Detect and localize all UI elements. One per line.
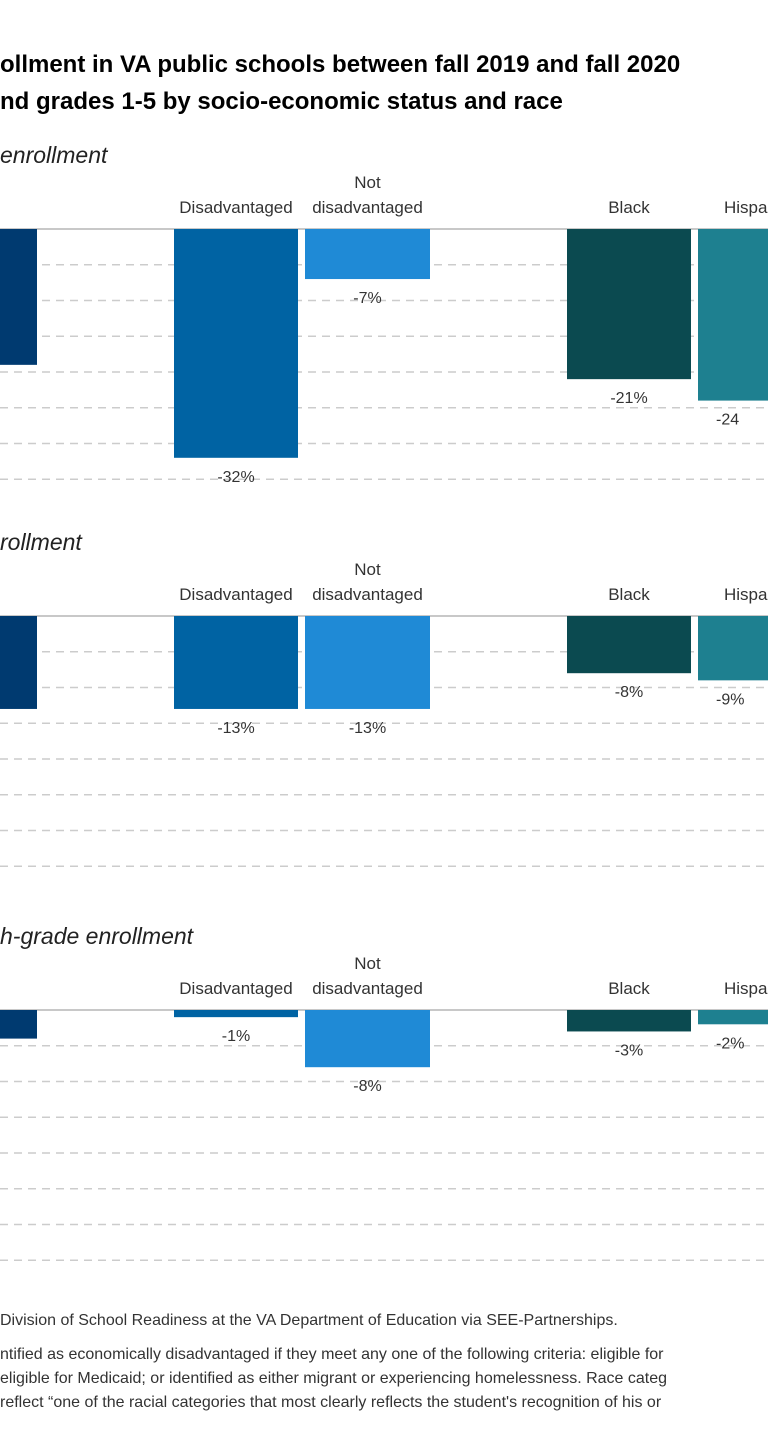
panel-subtitle: rollment — [0, 529, 83, 555]
category-label-line-2: disadvantaged — [312, 979, 423, 998]
bar — [174, 229, 298, 458]
panel-3: h-grade enrollment Disadvantaged -1% Not dis… — [0, 923, 768, 1261]
bar — [698, 616, 768, 681]
bar — [567, 616, 691, 674]
bar — [698, 1010, 768, 1025]
value-label: -8% — [353, 1078, 381, 1095]
bar — [305, 1010, 430, 1068]
chart-title-line-1: ollment in VA public schools between fal… — [0, 51, 680, 78]
value-label: -21% — [610, 390, 647, 407]
category-label: Disadvantaged — [179, 198, 292, 217]
value-label: -7% — [353, 290, 381, 307]
category-label: Disadvantaged — [179, 979, 292, 998]
category-label-line-2: disadvantaged — [312, 585, 423, 604]
category-label: Hispa — [724, 979, 768, 998]
category-label-line-1: Not — [354, 560, 381, 579]
bar — [305, 616, 430, 709]
panel-1: enrollment Disadvantaged -32% Not disadvanta… — [0, 142, 768, 486]
bar — [698, 229, 768, 401]
chart-title-line-2: nd grades 1-5 by socio-economic status a… — [0, 88, 563, 115]
category-label-line-1: Not — [354, 173, 381, 192]
footnote-line-3: reflect “one of the racial categories th… — [0, 1394, 662, 1411]
value-label: -13% — [217, 720, 254, 737]
footnote-line-1: ntified as economically disadvantaged if… — [0, 1346, 664, 1363]
category-label: Hispa — [724, 585, 768, 604]
footnote-line-2: eligible for Medicaid; or identified as … — [0, 1370, 667, 1387]
value-label: -2% — [716, 1035, 744, 1052]
value-label: -1% — [222, 1028, 250, 1045]
value-label: -8% — [615, 684, 643, 701]
bar — [0, 1010, 37, 1039]
bar — [174, 1010, 298, 1018]
category-label-line-1: Not — [354, 954, 381, 973]
category-label: Black — [608, 979, 650, 998]
panel-subtitle: h-grade enrollment — [0, 923, 195, 949]
bar — [305, 229, 430, 280]
source-note: Division of School Readiness at the VA D… — [0, 1312, 618, 1329]
bar — [0, 229, 37, 365]
category-label: Hispa — [724, 198, 768, 217]
panel-subtitle: enrollment — [0, 142, 109, 168]
value-label: -13% — [349, 720, 386, 737]
bar — [567, 229, 691, 380]
category-label: Disadvantaged — [179, 585, 292, 604]
value-label: -9% — [716, 691, 744, 708]
panel-2: rollment Disadvantaged -13% Not disadvantage… — [0, 529, 768, 867]
bar — [174, 616, 298, 709]
bar — [0, 616, 37, 709]
category-label: Black — [608, 198, 650, 217]
value-label: -24 — [716, 412, 739, 429]
category-label: Black — [608, 585, 650, 604]
value-label: -32% — [217, 469, 254, 486]
category-label-line-2: disadvantaged — [312, 198, 423, 217]
bar — [567, 1010, 691, 1032]
value-label: -3% — [615, 1042, 643, 1059]
